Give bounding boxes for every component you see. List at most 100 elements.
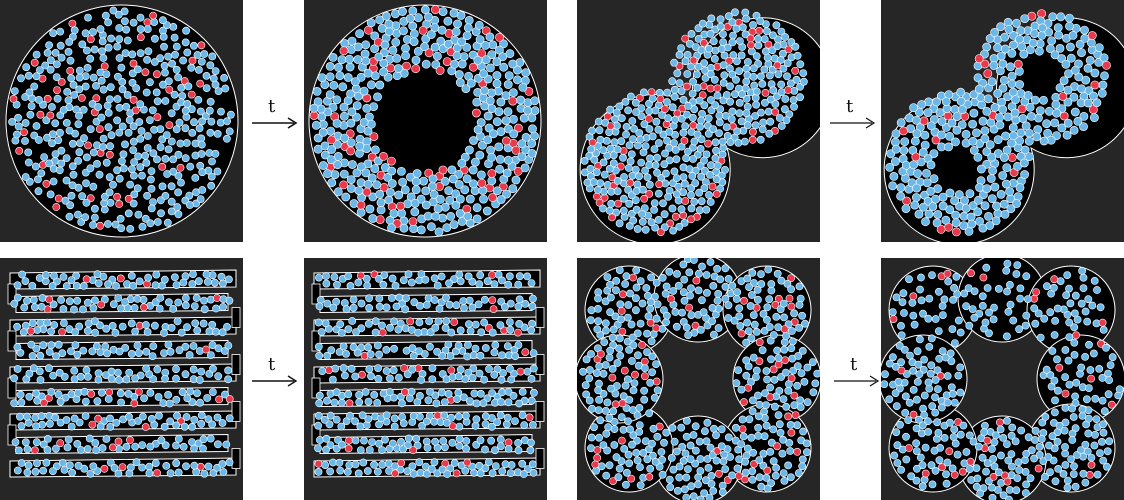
particle (1102, 61, 1110, 69)
particle (74, 297, 81, 304)
particle (462, 412, 469, 419)
particle (137, 164, 144, 171)
particle (19, 271, 26, 278)
particle (176, 119, 183, 126)
particle (498, 277, 505, 284)
particle (1088, 375, 1095, 382)
particle (504, 156, 512, 164)
particle (410, 38, 418, 46)
particle (746, 416, 753, 423)
particle (91, 46, 98, 53)
particle (741, 138, 748, 145)
particle (387, 157, 395, 165)
particle (168, 138, 175, 145)
particle (130, 138, 137, 145)
particle (688, 216, 695, 223)
particle (595, 407, 602, 414)
particle (98, 77, 105, 84)
particle (314, 145, 322, 153)
particle (780, 300, 787, 307)
particle (744, 275, 751, 282)
particle (175, 151, 182, 158)
particle (389, 275, 396, 282)
particle (1019, 114, 1027, 122)
particle (951, 197, 959, 205)
particle (103, 350, 110, 357)
particle (762, 89, 769, 96)
particle (1086, 56, 1094, 64)
particle (768, 287, 775, 294)
particle (31, 447, 38, 454)
particle (130, 172, 137, 179)
particle (71, 376, 78, 383)
particle (485, 459, 492, 466)
particle (65, 436, 72, 443)
particle (775, 71, 782, 78)
particle (91, 205, 98, 212)
particle (703, 206, 710, 213)
particle (392, 38, 400, 46)
particle (579, 368, 586, 375)
particle (464, 212, 472, 220)
particle (707, 198, 714, 205)
particle (56, 129, 63, 136)
particle (179, 92, 186, 99)
particle (389, 46, 397, 54)
particle (970, 109, 978, 117)
particle (103, 435, 110, 442)
particle (118, 399, 125, 406)
particle (609, 374, 616, 381)
particle (447, 212, 455, 220)
particle (755, 424, 762, 431)
particle (930, 175, 938, 183)
particle (603, 472, 610, 479)
particle (395, 326, 402, 333)
particle (616, 335, 623, 342)
particle (137, 14, 144, 21)
particle (183, 413, 190, 420)
particle (626, 200, 633, 207)
particle (368, 439, 375, 446)
particle (794, 52, 801, 59)
particle (607, 347, 614, 354)
particle (1098, 89, 1106, 97)
particle (770, 426, 777, 433)
particle (386, 375, 393, 382)
particle (891, 452, 898, 459)
particle (944, 270, 951, 277)
particle (897, 184, 905, 192)
particle (1003, 333, 1010, 340)
particle (1040, 137, 1048, 145)
particle (80, 106, 87, 113)
particle (190, 42, 197, 49)
particle (206, 328, 213, 335)
particle (1066, 43, 1074, 51)
particle (1070, 463, 1077, 470)
particle (65, 97, 72, 104)
particle (493, 71, 501, 79)
particle (1014, 475, 1021, 482)
particle (37, 111, 44, 118)
particle (795, 470, 802, 477)
particle (18, 422, 25, 429)
particle (90, 463, 97, 470)
particle (58, 296, 65, 303)
particle (491, 447, 498, 454)
particle (939, 302, 946, 309)
particle (464, 459, 471, 466)
particle (463, 445, 470, 452)
particle (1099, 319, 1106, 326)
particle (515, 303, 522, 310)
particle (1093, 286, 1100, 293)
particle (896, 421, 903, 428)
particle (322, 272, 329, 279)
particle (1004, 260, 1011, 267)
particle (100, 54, 107, 61)
particle (913, 396, 920, 403)
particle (602, 327, 609, 334)
particle (1091, 431, 1098, 438)
particle (1012, 19, 1020, 27)
particle (921, 141, 929, 149)
particle (52, 49, 59, 56)
particle (469, 374, 476, 381)
